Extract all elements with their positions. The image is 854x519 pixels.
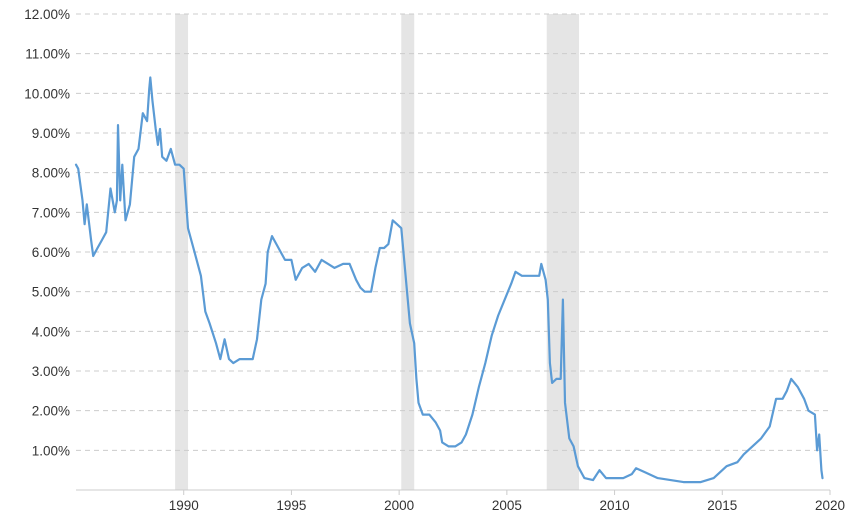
y-tick-label: 10.00%	[24, 86, 70, 101]
x-tick-label: 2005	[492, 498, 522, 513]
x-axis-labels: 1990 1995 2000 2005 2010 2015 2020	[169, 490, 845, 513]
y-tick-label: 3.00%	[32, 364, 70, 379]
x-tick-label: 2010	[600, 498, 630, 513]
y-tick-label: 4.00%	[32, 324, 70, 339]
x-tick-label: 2020	[815, 498, 845, 513]
y-tick-label: 1.00%	[32, 443, 70, 458]
y-tick-label: 12.00%	[24, 7, 70, 22]
y-tick-label: 11.00%	[25, 47, 70, 62]
x-tick-label: 1990	[169, 498, 199, 513]
y-tick-label: 9.00%	[32, 126, 70, 141]
y-tick-label: 8.00%	[32, 166, 70, 181]
y-tick-label: 5.00%	[32, 285, 70, 300]
y-axis-labels: 12.00% 11.00% 10.00% 9.00% 8.00% 7.00% 6.00% 5.…	[24, 7, 70, 458]
y-tick-label: 2.00%	[32, 404, 70, 419]
x-tick-label: 2000	[384, 498, 414, 513]
y-tick-label: 7.00%	[32, 205, 70, 220]
x-tick-label: 2015	[707, 498, 737, 513]
series-line	[74, 76, 824, 484]
x-tick-label: 1995	[276, 498, 306, 513]
y-tick-label: 6.00%	[32, 245, 70, 260]
